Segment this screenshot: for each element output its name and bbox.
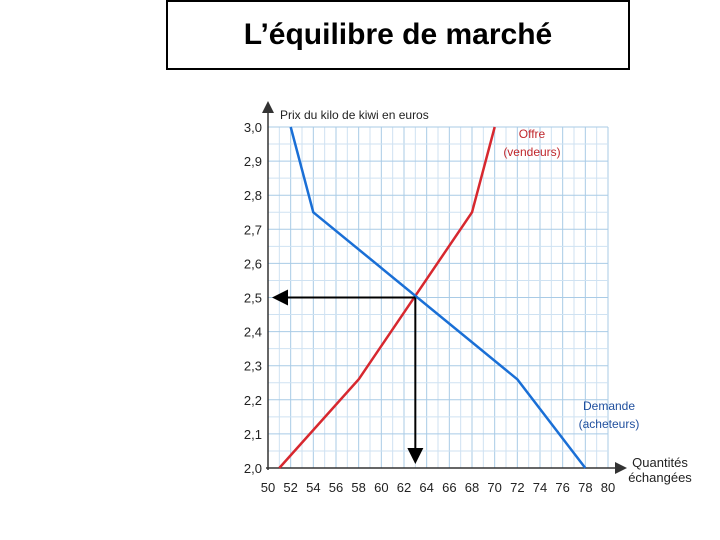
slide-title: L’équilibre de marché: [243, 18, 553, 51]
x-tick-label: 56: [329, 480, 343, 495]
y-tick-label: 2,4: [244, 325, 262, 340]
y-tick-label: 2,3: [244, 359, 262, 374]
y-tick-label: 2,7: [244, 222, 262, 237]
x-tick-label: 50: [261, 480, 275, 495]
x-tick-label: 62: [397, 480, 411, 495]
x-tick-label: 54: [306, 480, 320, 495]
demand-label-line2: (acheteurs): [579, 417, 640, 431]
y-tick-label: 2,5: [244, 291, 262, 306]
supply-label-line2: (vendeurs): [503, 145, 560, 159]
axes: [262, 101, 627, 474]
title-box: L’équilibre de marché: [166, 0, 630, 70]
demand-curve: [289, 126, 587, 469]
x-axis-label-line2: échangées: [628, 470, 692, 485]
x-tick-label: 70: [487, 480, 501, 495]
x-tick-label: 64: [419, 480, 433, 495]
x-tick-label: 74: [533, 480, 547, 495]
y-tick-label: 2,6: [244, 256, 262, 271]
y-axis-label: Prix du kilo de kiwi en euros: [280, 108, 429, 122]
y-tick-label: 2,0: [244, 461, 262, 476]
x-axis-label-line1: Quantités: [632, 455, 688, 470]
x-tick-label: 68: [465, 480, 479, 495]
y-tick-label: 3,0: [244, 120, 262, 135]
x-tick-label: 80: [601, 480, 615, 495]
x-tick-label: 72: [510, 480, 524, 495]
y-tick-label: 2,2: [244, 393, 262, 408]
x-tick-label: 52: [283, 480, 297, 495]
y-tick-label: 2,8: [244, 188, 262, 203]
y-tick-label: 2,9: [244, 154, 262, 169]
x-tick-label: 66: [442, 480, 456, 495]
x-tick-label: 58: [351, 480, 365, 495]
x-tick-label: 60: [374, 480, 388, 495]
x-tick-label: 76: [555, 480, 569, 495]
series: [278, 126, 587, 469]
y-tick-label: 2,1: [244, 427, 262, 442]
equilibrium-guides: [272, 289, 424, 464]
demand-label-line1: Demande: [583, 399, 635, 413]
tick-labels: 50 52 54 56 58 60 62 64 66 68 70 72 74 76 78 80 3,0 2,9 2,…: [244, 120, 615, 495]
supply-label-line1: Offre: [519, 127, 546, 141]
x-tick-label: 78: [578, 480, 592, 495]
